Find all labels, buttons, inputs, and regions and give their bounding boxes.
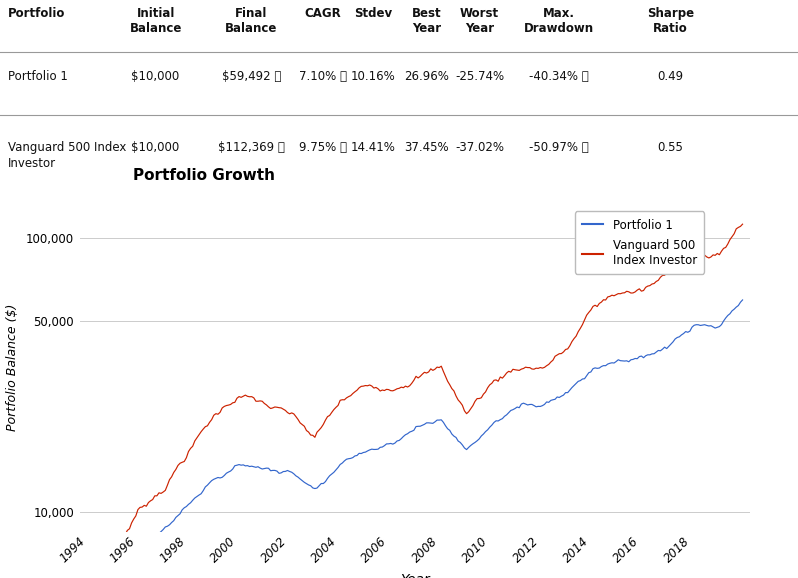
- Text: Vanguard 500 Index
Investor: Vanguard 500 Index Investor: [8, 140, 126, 169]
- Text: Stdev: Stdev: [354, 8, 393, 20]
- Legend: Portfolio 1, Vanguard 500
Index Investor: Portfolio 1, Vanguard 500 Index Investor: [575, 212, 704, 274]
- Text: -50.97% ⓘ: -50.97% ⓘ: [529, 140, 588, 154]
- Text: Worst
Year: Worst Year: [460, 8, 500, 35]
- Text: Portfolio Growth: Portfolio Growth: [133, 168, 275, 183]
- Text: -25.74%: -25.74%: [455, 71, 504, 83]
- X-axis label: Year: Year: [400, 573, 430, 578]
- Text: 7.10% ⓘ: 7.10% ⓘ: [299, 71, 347, 83]
- Y-axis label: Portfolio Balance ($): Portfolio Balance ($): [6, 303, 19, 431]
- Text: 0.55: 0.55: [658, 140, 683, 154]
- Text: 37.45%: 37.45%: [405, 140, 449, 154]
- Text: $10,000: $10,000: [132, 71, 180, 83]
- Text: Best
Year: Best Year: [412, 8, 442, 35]
- Text: 9.75% ⓘ: 9.75% ⓘ: [299, 140, 347, 154]
- Text: Max.
Drawdown: Max. Drawdown: [523, 8, 594, 35]
- Text: -40.34% ⓘ: -40.34% ⓘ: [529, 71, 588, 83]
- Text: -37.02%: -37.02%: [455, 140, 504, 154]
- Text: CAGR: CAGR: [305, 8, 342, 20]
- Text: Initial
Balance: Initial Balance: [129, 8, 182, 35]
- Text: 0.49: 0.49: [658, 71, 683, 83]
- Text: Portfolio 1: Portfolio 1: [8, 71, 68, 83]
- Text: Portfolio: Portfolio: [8, 8, 65, 20]
- Text: $59,492 ⓘ: $59,492 ⓘ: [222, 71, 281, 83]
- Text: $10,000: $10,000: [132, 140, 180, 154]
- Text: $112,369 ⓘ: $112,369 ⓘ: [218, 140, 285, 154]
- Text: 14.41%: 14.41%: [351, 140, 396, 154]
- Text: Final
Balance: Final Balance: [225, 8, 278, 35]
- Text: Sharpe
Ratio: Sharpe Ratio: [646, 8, 694, 35]
- Text: 26.96%: 26.96%: [405, 71, 449, 83]
- Text: 10.16%: 10.16%: [351, 71, 396, 83]
